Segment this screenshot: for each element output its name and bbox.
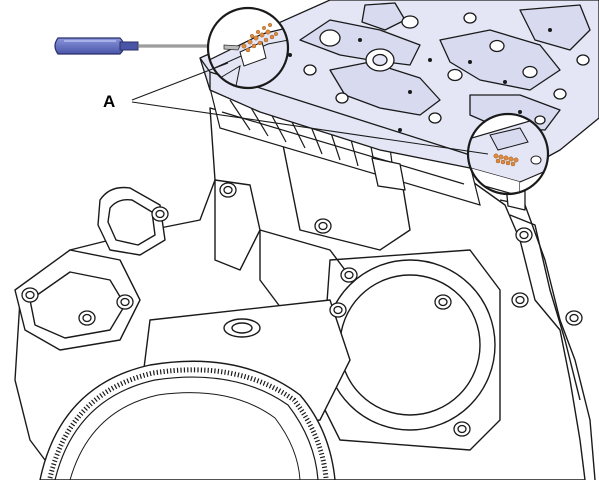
detail-circle-left xyxy=(206,6,290,90)
bolt xyxy=(219,182,237,198)
bolts xyxy=(21,182,583,437)
leader-line-right xyxy=(131,101,489,155)
callout-label-a: A xyxy=(103,92,115,111)
bolt xyxy=(116,294,134,310)
bolt xyxy=(565,310,583,326)
bolt xyxy=(78,310,96,326)
sealant-bead-icon xyxy=(493,153,519,167)
bolt xyxy=(515,227,533,243)
bolt xyxy=(434,294,452,310)
flywheel xyxy=(39,360,336,480)
detail-circle-right xyxy=(466,112,550,196)
bolt xyxy=(329,302,347,318)
bolt xyxy=(151,206,169,222)
bolt xyxy=(511,292,529,308)
bolt xyxy=(314,218,332,234)
sealant-bead-icon xyxy=(241,23,279,53)
bolt xyxy=(21,287,39,303)
bolt xyxy=(453,421,471,437)
callout-a: A xyxy=(103,62,489,155)
leader-line-left xyxy=(131,62,229,101)
bolt xyxy=(340,267,358,283)
screwdriver-icon xyxy=(54,37,239,55)
